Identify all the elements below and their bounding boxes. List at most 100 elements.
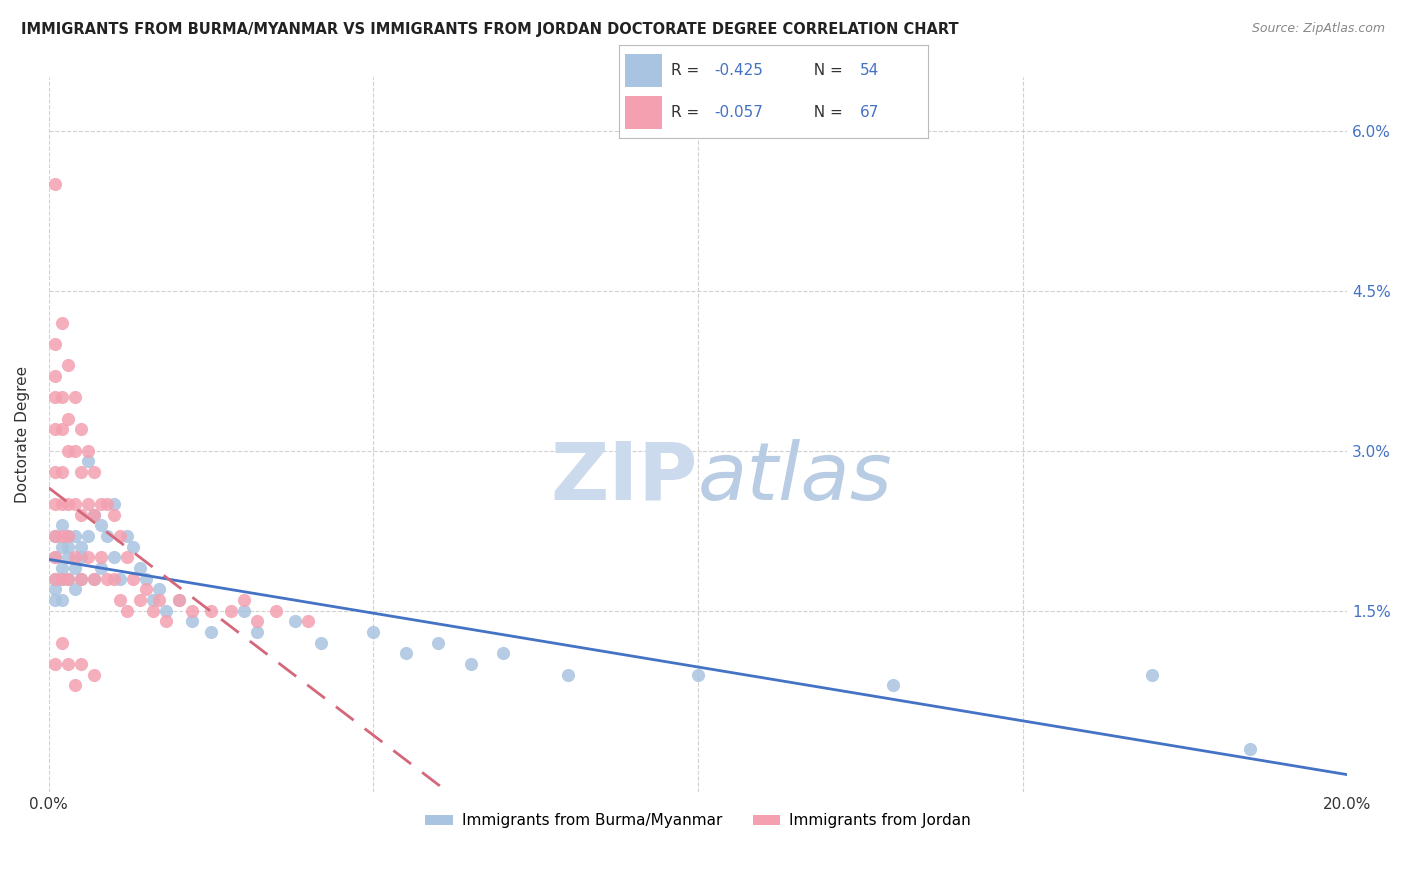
Point — [148, 582, 170, 597]
Point — [51, 390, 73, 404]
Point — [58, 411, 80, 425]
Point — [58, 529, 80, 543]
Point — [363, 625, 385, 640]
Point — [135, 582, 157, 597]
Point — [395, 646, 418, 660]
Point — [90, 550, 112, 565]
Point — [76, 529, 98, 543]
Point — [58, 540, 80, 554]
Point — [83, 508, 105, 522]
Point — [427, 635, 450, 649]
Point — [63, 390, 86, 404]
Point — [58, 657, 80, 671]
Point — [44, 550, 66, 565]
Point — [76, 550, 98, 565]
Point — [264, 604, 287, 618]
Text: -0.057: -0.057 — [714, 105, 763, 120]
Point — [1239, 742, 1261, 756]
Text: IMMIGRANTS FROM BURMA/MYANMAR VS IMMIGRANTS FROM JORDAN DOCTORATE DEGREE CORRELA: IMMIGRANTS FROM BURMA/MYANMAR VS IMMIGRA… — [21, 22, 959, 37]
Point — [58, 529, 80, 543]
Point — [44, 337, 66, 351]
Point — [128, 561, 150, 575]
Point — [96, 497, 118, 511]
Point — [180, 604, 202, 618]
Point — [44, 572, 66, 586]
Point — [51, 497, 73, 511]
Point — [70, 550, 93, 565]
Point — [108, 593, 131, 607]
Point — [58, 572, 80, 586]
Point — [155, 604, 177, 618]
Text: -0.425: -0.425 — [714, 63, 763, 78]
Text: 67: 67 — [860, 105, 879, 120]
Point — [63, 678, 86, 692]
Point — [167, 593, 190, 607]
Point — [115, 529, 138, 543]
Point — [58, 550, 80, 565]
Point — [51, 529, 73, 543]
Point — [1142, 667, 1164, 681]
Text: 54: 54 — [860, 63, 879, 78]
Point — [115, 550, 138, 565]
Point — [115, 604, 138, 618]
Point — [148, 593, 170, 607]
Point — [83, 572, 105, 586]
Point — [63, 529, 86, 543]
Text: R =: R = — [671, 105, 704, 120]
Point — [142, 593, 165, 607]
Point — [51, 518, 73, 533]
Legend: Immigrants from Burma/Myanmar, Immigrants from Jordan: Immigrants from Burma/Myanmar, Immigrant… — [419, 807, 977, 834]
Point — [44, 550, 66, 565]
Point — [51, 422, 73, 436]
Text: N =: N = — [804, 63, 848, 78]
Point — [882, 678, 904, 692]
Point — [311, 635, 333, 649]
Point — [44, 529, 66, 543]
Point — [58, 572, 80, 586]
Point — [96, 529, 118, 543]
Point — [58, 497, 80, 511]
Point — [70, 572, 93, 586]
Point — [51, 465, 73, 479]
Point — [44, 593, 66, 607]
Point — [44, 497, 66, 511]
Point — [58, 359, 80, 373]
Point — [122, 540, 145, 554]
Point — [44, 422, 66, 436]
Point — [122, 572, 145, 586]
Point — [51, 572, 73, 586]
Point — [63, 561, 86, 575]
Text: N =: N = — [804, 105, 848, 120]
Point — [128, 593, 150, 607]
Point — [83, 508, 105, 522]
Point — [108, 529, 131, 543]
Point — [103, 508, 125, 522]
Point — [245, 625, 267, 640]
Point — [232, 604, 254, 618]
Point — [63, 550, 86, 565]
Point — [219, 604, 242, 618]
Point — [44, 369, 66, 384]
Text: atlas: atlas — [697, 439, 893, 516]
Point — [63, 443, 86, 458]
Point — [70, 657, 93, 671]
Point — [200, 625, 222, 640]
Point — [90, 561, 112, 575]
Text: Source: ZipAtlas.com: Source: ZipAtlas.com — [1251, 22, 1385, 36]
Point — [51, 540, 73, 554]
Point — [44, 572, 66, 586]
Point — [284, 615, 307, 629]
Point — [83, 572, 105, 586]
Point — [70, 572, 93, 586]
Point — [245, 615, 267, 629]
Point — [167, 593, 190, 607]
Point — [44, 465, 66, 479]
Point — [90, 497, 112, 511]
Point — [70, 540, 93, 554]
Point — [63, 582, 86, 597]
Point — [70, 465, 93, 479]
Point — [90, 518, 112, 533]
Point — [44, 390, 66, 404]
FancyBboxPatch shape — [624, 96, 662, 129]
Point — [232, 593, 254, 607]
